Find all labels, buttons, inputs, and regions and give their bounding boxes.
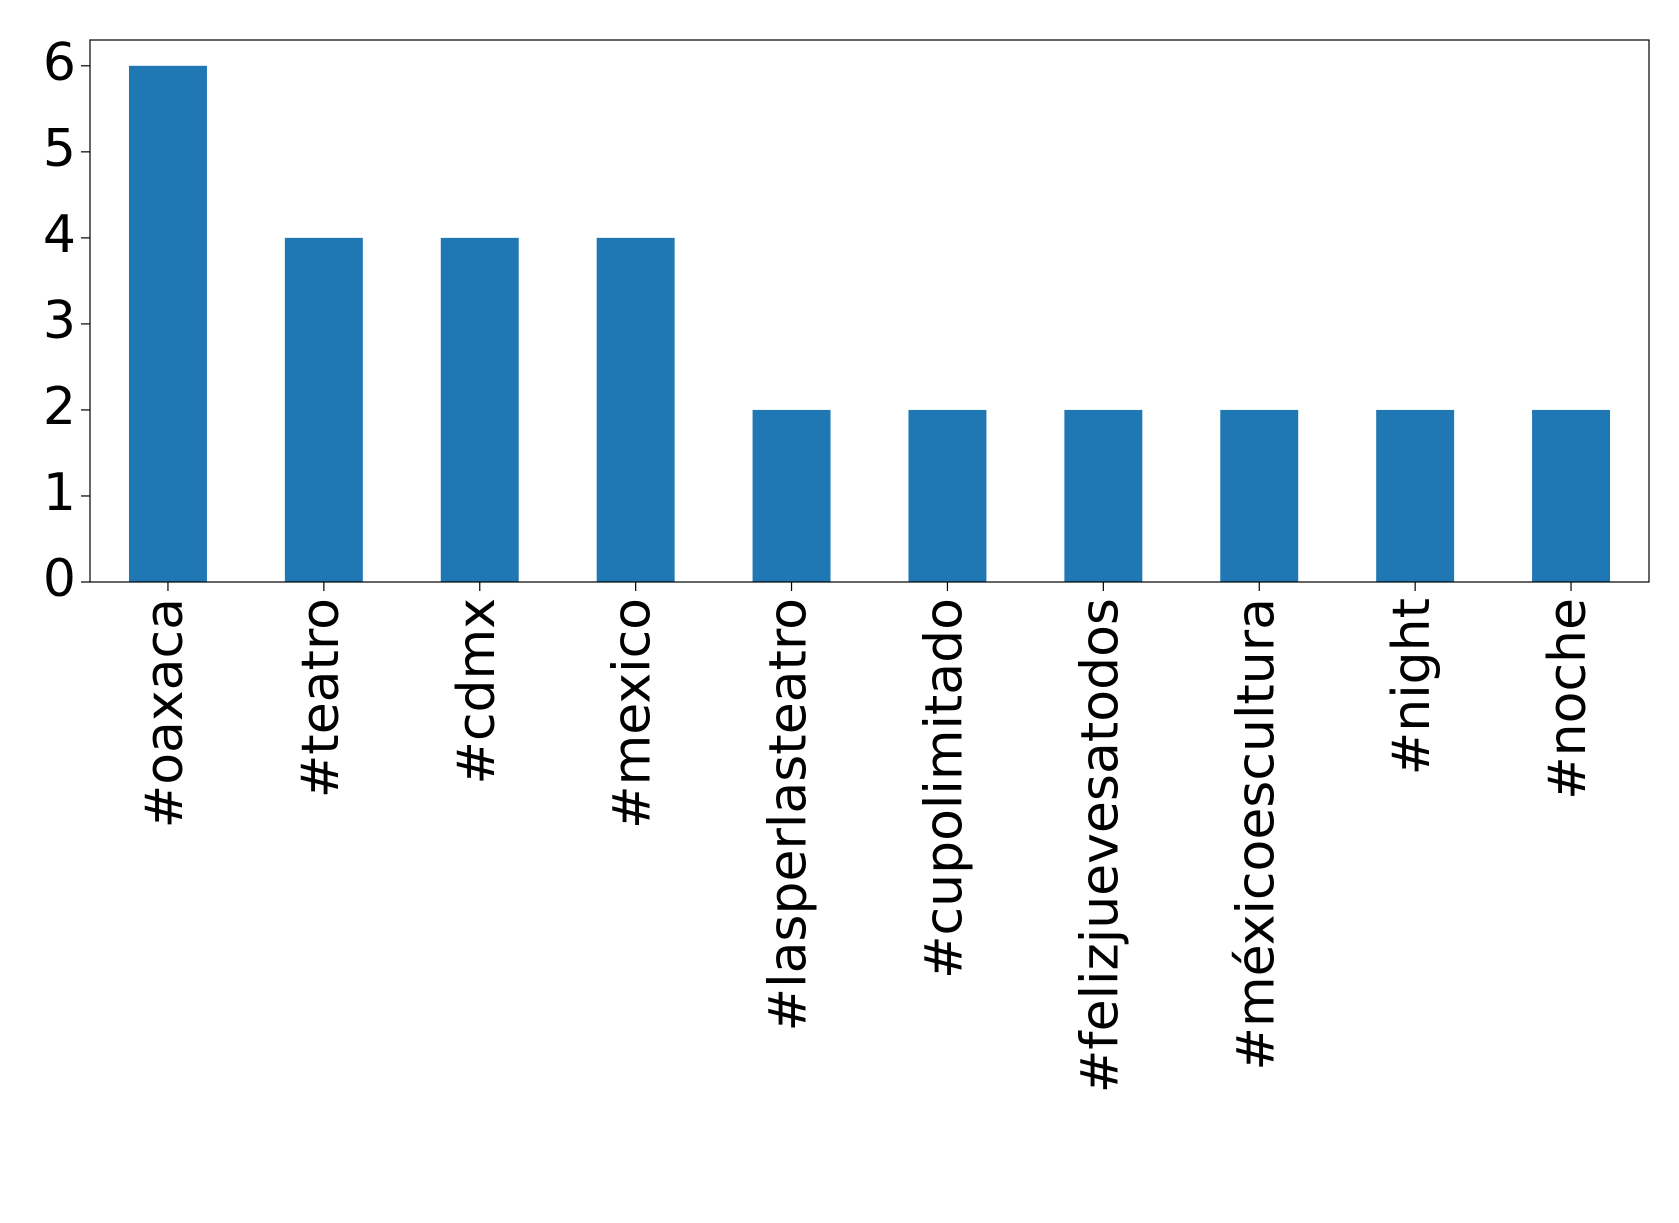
bar — [1376, 409, 1455, 582]
bar — [596, 237, 675, 582]
bar — [1532, 409, 1611, 582]
x-tick-label: #noche — [1538, 598, 1598, 800]
plot-frame — [89, 39, 1650, 583]
x-tick-label: #cupolimitado — [914, 598, 974, 979]
bar — [908, 409, 987, 582]
bar — [1220, 409, 1299, 582]
bar — [752, 409, 831, 582]
bar — [128, 65, 207, 583]
x-tick-label: #mexico — [603, 598, 663, 829]
y-tick-label: 4 — [43, 205, 76, 265]
bar — [440, 237, 519, 582]
x-tick-label: #cdmx — [447, 598, 507, 785]
y-tick-label: 6 — [43, 33, 76, 93]
y-tick-label: 0 — [43, 549, 76, 609]
x-tick-label: #night — [1382, 598, 1442, 775]
x-tick-label: #oaxaca — [135, 598, 195, 828]
x-tick-label: #méxicoescultura — [1226, 598, 1286, 1071]
x-tick-label: #felizjuevesatodos — [1070, 598, 1130, 1093]
bar — [1064, 409, 1143, 582]
x-tick-label: #lasperlasteatro — [759, 598, 819, 1031]
y-tick-label: 5 — [43, 119, 76, 179]
bar — [284, 237, 363, 582]
y-tick-label: 2 — [43, 377, 76, 437]
y-tick-label: 3 — [43, 291, 76, 351]
y-tick-label: 1 — [43, 463, 76, 523]
x-tick-label: #teatro — [291, 598, 351, 798]
